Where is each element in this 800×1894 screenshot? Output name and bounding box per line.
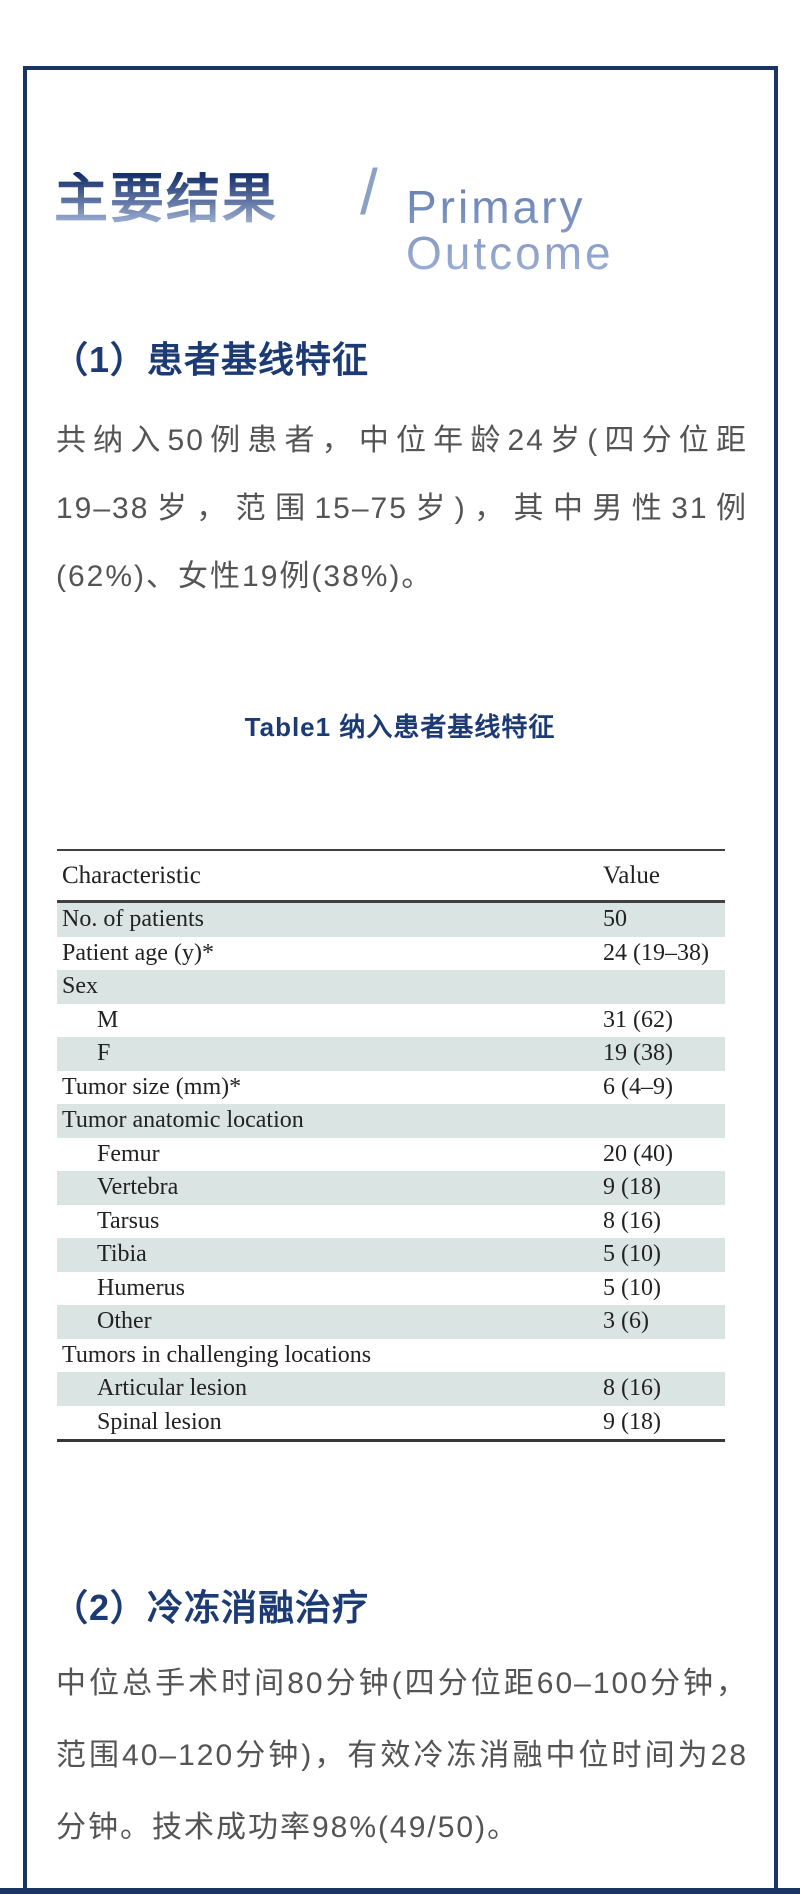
table-row: Tumor anatomic location — [57, 1104, 725, 1138]
row-value: 9 (18) — [603, 1174, 661, 1201]
row-value: 19 (38) — [603, 1040, 673, 1067]
row-value: 5 (10) — [603, 1241, 661, 1268]
row-label: Spinal lesion — [97, 1408, 222, 1435]
row-label: Articular lesion — [97, 1375, 247, 1402]
table-header-row: Characteristic Value — [57, 851, 725, 903]
row-label: No. of patients — [62, 906, 204, 933]
row-label: F — [97, 1040, 111, 1067]
row-value: 5 (10) — [603, 1274, 661, 1301]
row-label: Sex — [62, 973, 98, 1000]
row-label: Tumors in challenging locations — [62, 1341, 372, 1368]
table-row: M 31 (62) — [57, 1004, 725, 1038]
column-header-characteristic: Characteristic — [62, 861, 201, 889]
row-value: 8 (16) — [603, 1207, 661, 1234]
table-row: F 19 (38) — [57, 1037, 725, 1071]
section-2-heading: （2）冷冻消融治疗 — [52, 1587, 370, 1628]
table-row: Tumor size (mm)* 6 (4–9) — [57, 1071, 725, 1105]
table-row: Other 3 (6) — [57, 1305, 725, 1339]
section-1-paragraph: 共纳入50例患者，中位年龄24岁(四分位距 19–38岁，范围15–75岁)，其中… — [56, 407, 748, 611]
section-1-heading: （1）患者基线特征 — [52, 339, 370, 380]
table-row: Patient age (y)* 24 (19–38) — [57, 937, 725, 971]
row-value: 24 (19–38) — [603, 939, 709, 966]
bottom-section-divider — [0, 1888, 800, 1894]
row-value: 8 (16) — [603, 1375, 661, 1402]
table-row: Sex — [57, 970, 725, 1004]
table-row: Humerus 5 (10) — [57, 1272, 725, 1306]
row-value: 31 (62) — [603, 1006, 673, 1033]
row-value: 3 (6) — [603, 1308, 649, 1335]
page-title-english: Primary Outcome — [406, 184, 800, 276]
table-row: No. of patients 50 — [57, 903, 725, 937]
row-label: Femur — [97, 1140, 160, 1167]
table-row: Tumors in challenging locations — [57, 1339, 725, 1373]
paragraph-line: 中位总手术时间80分钟(四分位距60–100分钟， — [56, 1667, 748, 1700]
row-value: 50 — [603, 906, 627, 933]
paragraph-line: 范围40–120分钟)，有效冷冻消融中位时间为28 — [56, 1739, 748, 1772]
table-caption: Table1 纳入患者基线特征 — [244, 712, 556, 742]
title-divider-slash: / — [360, 156, 378, 228]
table-row: Vertebra 9 (18) — [57, 1171, 725, 1205]
paragraph-line: (62%)、女性19例(38%)。 — [56, 560, 434, 593]
paragraph-line: 分钟。技术成功率98%(49/50)。 — [56, 1811, 520, 1844]
row-value: 20 (40) — [603, 1140, 673, 1167]
row-label: Tumor anatomic location — [62, 1107, 304, 1134]
row-label: Patient age (y)* — [62, 939, 214, 966]
row-value: 6 (4–9) — [603, 1073, 673, 1100]
row-value: 9 (18) — [603, 1408, 661, 1435]
row-label: Tibia — [97, 1241, 147, 1268]
row-label: Vertebra — [97, 1174, 179, 1201]
paragraph-line: 共纳入50例患者，中位年龄24岁(四分位距 — [56, 424, 748, 457]
table-row: Tarsus 8 (16) — [57, 1205, 725, 1239]
table-row: Tibia 5 (10) — [57, 1238, 725, 1272]
row-label: Humerus — [97, 1274, 185, 1301]
row-label: Tumor size (mm)* — [62, 1073, 242, 1100]
row-label: Tarsus — [97, 1207, 160, 1234]
baseline-characteristics-table: Characteristic Value No. of patients 50 Pa… — [57, 849, 725, 1442]
table-row: Articular lesion 8 (16) — [57, 1372, 725, 1406]
row-label: M — [97, 1006, 119, 1033]
paragraph-line: 19–38岁，范围15–75岁)，其中男性31例 — [56, 492, 748, 525]
table-row: Femur 20 (40) — [57, 1138, 725, 1172]
section-2-paragraph: 中位总手术时间80分钟(四分位距60–100分钟， 范围40–120分钟)，有效冷… — [56, 1648, 748, 1864]
page-title-chinese: 主要结果 — [54, 169, 278, 229]
row-label: Other — [97, 1308, 152, 1335]
table-body: No. of patients 50 Patient age (y)* 24 (19–… — [57, 903, 725, 1439]
column-header-value: Value — [603, 861, 660, 889]
table-row: Spinal lesion 9 (18) — [57, 1406, 725, 1440]
